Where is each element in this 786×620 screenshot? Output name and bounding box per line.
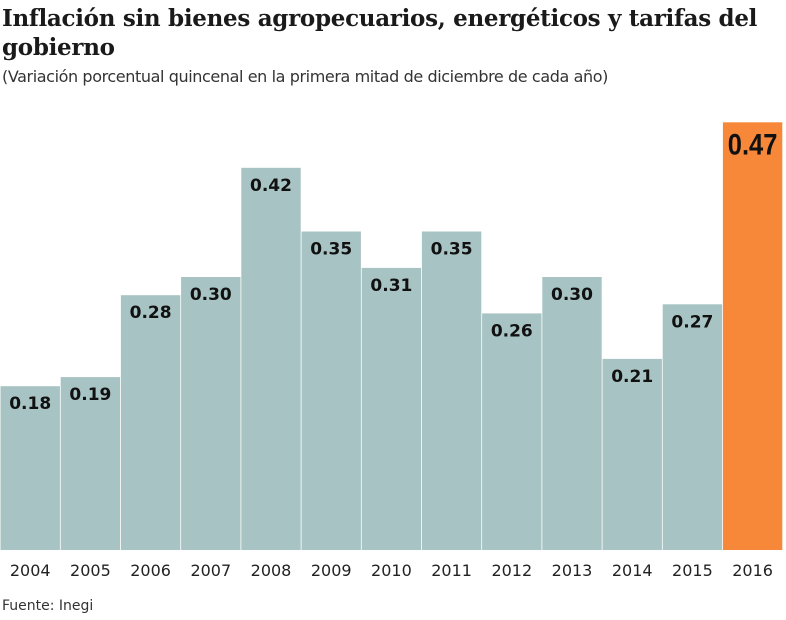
x-tick-label: 2012	[491, 561, 532, 580]
bar-2005	[60, 377, 121, 550]
bar-2016	[722, 122, 783, 551]
bar-2014	[602, 358, 662, 550]
x-tick-label: 2009	[311, 561, 352, 580]
data-label-2005: 0.19	[69, 385, 111, 405]
bar-2011	[421, 231, 482, 550]
x-tick-label: 2011	[431, 561, 472, 580]
data-label-2004: 0.18	[9, 394, 51, 414]
x-tick-label: 2014	[612, 561, 653, 580]
data-label-2006: 0.28	[130, 303, 172, 323]
data-label-2008: 0.42	[250, 176, 292, 196]
data-label-2011: 0.35	[431, 240, 473, 260]
x-tick-label: 2004	[10, 561, 51, 580]
data-label-2015: 0.27	[671, 312, 713, 332]
data-label-2013: 0.30	[551, 285, 593, 305]
bar-2013	[542, 277, 602, 550]
x-tick-label: 2016	[732, 561, 773, 580]
bar-2007	[181, 277, 241, 550]
data-label-2009: 0.35	[310, 240, 352, 260]
bar-2012	[482, 313, 542, 550]
chart-title: Inflación sin bienes agropecuarios, ener…	[2, 5, 758, 61]
chart-subtitle: (Variación porcentual quincenal en la pr…	[2, 67, 608, 86]
x-tick-label: 2013	[552, 561, 593, 580]
x-tick-label: 2005	[70, 561, 111, 580]
bar-2004	[0, 386, 60, 550]
bar-2008	[241, 167, 301, 551]
data-label-2007: 0.30	[190, 285, 232, 305]
x-tick-label: 2006	[130, 561, 171, 580]
source-note: Fuente: Inegi	[2, 598, 94, 614]
data-label-2010: 0.31	[370, 276, 412, 296]
data-label-2016: 0.47	[728, 127, 778, 160]
data-label-2014: 0.21	[611, 367, 653, 387]
bar-2006	[120, 295, 181, 550]
data-label-2012: 0.26	[491, 321, 533, 341]
x-tick-label: 2008	[251, 561, 292, 580]
x-tick-label: 2010	[371, 561, 412, 580]
bar-2009	[301, 231, 361, 550]
bar-2015	[662, 304, 723, 550]
x-tick-label: 2007	[190, 561, 231, 580]
x-tick-label: 2015	[672, 561, 713, 580]
bar-2010	[361, 267, 422, 550]
